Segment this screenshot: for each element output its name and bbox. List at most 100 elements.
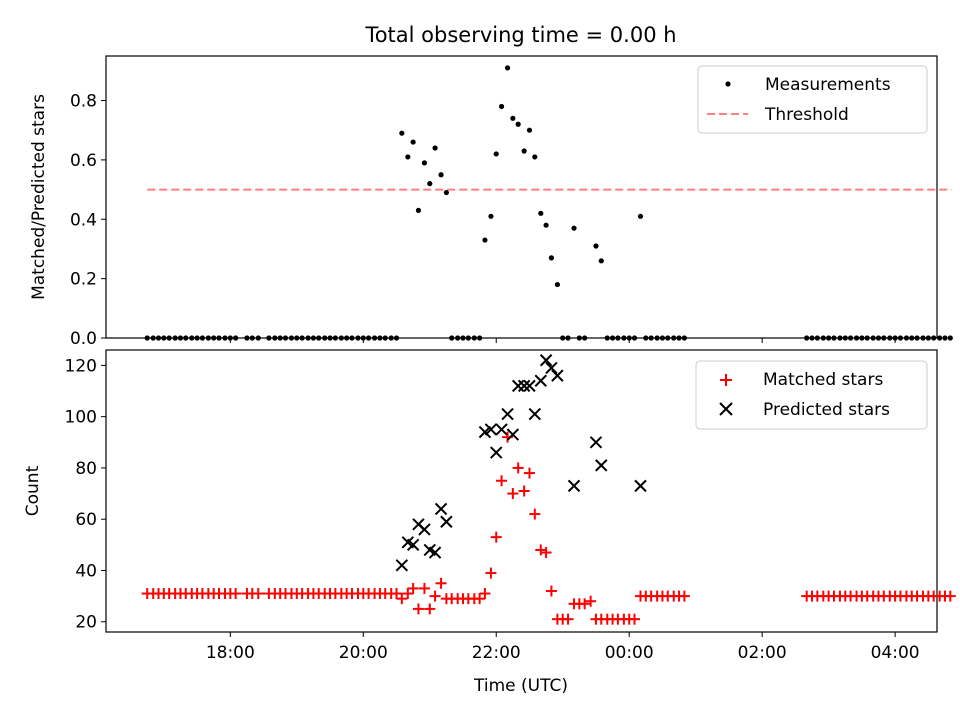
measurement-point	[432, 145, 438, 151]
measurement-point	[931, 335, 937, 341]
matched-star-marker	[418, 582, 430, 594]
measurement-point	[920, 335, 926, 341]
measurement-point	[909, 335, 915, 341]
ratio-panel: 0.0 0.2 0.4 0.6 0.8 Total observing time = 0…	[29, 23, 953, 349]
y-tick-label: 0.4	[70, 210, 97, 230]
legend-matched-marker	[720, 374, 732, 386]
matched-star-marker	[944, 590, 956, 602]
y-tick-label: 40	[75, 561, 97, 581]
measurement-point	[554, 281, 560, 288]
y-tick-label: 0.6	[70, 151, 97, 171]
measurement-point	[166, 335, 172, 341]
measurement-point	[316, 335, 322, 341]
measurement-point	[914, 335, 920, 341]
legend-box	[697, 65, 928, 134]
measurement-point	[388, 335, 394, 341]
predicted-star-marker	[495, 423, 508, 436]
measurement-point	[144, 335, 150, 341]
ratio-legend: Measurements Threshold	[697, 65, 928, 134]
measurement-point	[266, 335, 272, 341]
measurement-point	[305, 335, 311, 341]
measurement-point	[493, 151, 499, 157]
measurement-point	[593, 243, 599, 249]
legend-matched-label: Matched stars	[763, 370, 883, 390]
legend-predicted-label: Predicted stars	[763, 400, 890, 420]
predicted-star-marker	[434, 502, 448, 516]
count-x-axis: 18:00 20:00 22:00 00:00 02:00 04:00	[206, 632, 920, 663]
measurement-point	[477, 335, 483, 341]
predicted-star-marker	[523, 379, 536, 393]
matched-star-marker	[435, 577, 447, 589]
matched-star-marker	[512, 462, 524, 474]
y-tick-label: 0.0	[70, 329, 97, 349]
x-tick-label: 22:00	[472, 643, 521, 663]
measurement-point	[299, 335, 305, 341]
y-tick-label: 0.2	[70, 270, 97, 290]
measurement-point	[576, 335, 582, 341]
measurement-point	[365, 335, 372, 341]
predicted-star-marker	[418, 523, 431, 536]
matched-star-marker	[412, 603, 424, 615]
measurement-point	[582, 335, 588, 341]
measurement-point	[172, 335, 178, 341]
legend-measurements-marker	[725, 81, 731, 87]
measurement-point	[859, 335, 865, 341]
measurement-point	[897, 335, 904, 341]
measurement-point	[150, 335, 156, 341]
matched-star-marker	[585, 595, 597, 607]
predicted-star-marker	[440, 515, 453, 528]
predicted-star-marker	[428, 546, 442, 559]
measurement-point	[161, 335, 167, 341]
y-tick-label: 120	[65, 356, 97, 376]
measurement-point	[438, 172, 444, 178]
measurement-point	[864, 335, 870, 341]
measurement-point	[415, 207, 422, 213]
y-tick-label: 100	[65, 408, 97, 428]
matched-star-marker	[629, 613, 641, 625]
measurement-point	[942, 335, 948, 341]
measurement-point	[194, 335, 200, 341]
predicted-star-marker	[506, 428, 520, 441]
y-tick-label: 20	[75, 613, 97, 633]
matched-star-marker	[396, 593, 408, 605]
measurement-point	[471, 335, 477, 341]
measurement-point	[853, 335, 860, 341]
measurement-point	[560, 335, 566, 341]
measurement-point	[548, 255, 555, 261]
measurement-point	[648, 335, 654, 341]
measurement-point	[947, 335, 953, 341]
predicted-star-marker	[539, 354, 553, 367]
measurement-point	[937, 335, 943, 341]
measurement-point	[211, 335, 217, 341]
matched-star-marker	[407, 582, 419, 594]
measurement-point	[604, 335, 610, 341]
measurement-point	[621, 335, 627, 341]
count-legend: Matched stars Predicted stars	[695, 360, 928, 430]
x-tick-label: 04:00	[871, 643, 920, 663]
x-axis-label: Time (UTC)	[473, 676, 568, 696]
measurement-point	[515, 121, 521, 127]
measurement-point	[681, 335, 687, 341]
measurement-point	[837, 335, 843, 341]
measurement-point	[814, 335, 820, 341]
matched-star-marker	[474, 593, 486, 605]
matched-star-marker	[230, 588, 242, 600]
measurement-point	[349, 335, 355, 341]
measurement-point	[870, 335, 876, 341]
measurement-point	[294, 335, 300, 341]
measurement-point	[455, 335, 461, 341]
measurement-point	[205, 335, 211, 341]
measurement-point	[887, 335, 893, 341]
measurement-point	[382, 335, 388, 341]
measurement-point	[249, 335, 255, 341]
ratio-x-axis-ticks	[229, 338, 896, 343]
x-tick-label: 02:00	[738, 643, 787, 663]
ratio-y-axis-label: Matched/Predicted stars	[29, 94, 49, 300]
matched-star-marker	[429, 590, 441, 602]
measurement-point	[216, 335, 222, 341]
measurement-point	[571, 225, 577, 231]
measurement-point	[310, 335, 317, 341]
measurement-point	[637, 213, 644, 219]
measurement-point	[565, 335, 571, 341]
measurement-point	[377, 335, 383, 341]
